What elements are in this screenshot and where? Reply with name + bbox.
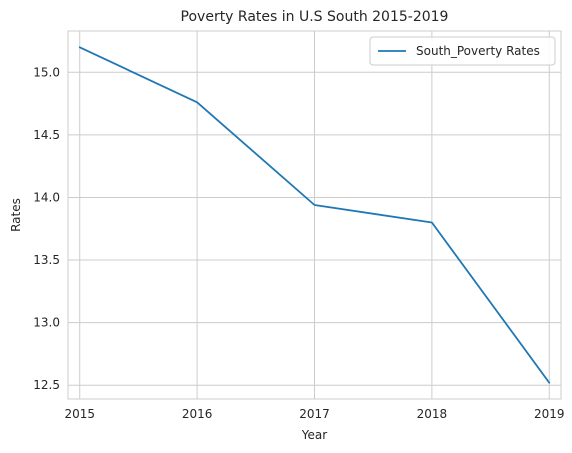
x-tick-label: 2015	[64, 407, 95, 421]
x-tick-label: 2016	[182, 407, 213, 421]
x-tick-label: 2017	[299, 407, 330, 421]
y-tick-label: 15.0	[33, 65, 60, 79]
chart-title: Poverty Rates in U.S South 2015-2019	[181, 9, 449, 25]
x-tick-label: 2018	[417, 407, 448, 421]
series-line	[78, 46, 551, 384]
y-axis-label: Rates	[9, 198, 23, 232]
legend-label: South_Poverty Rates	[416, 44, 540, 58]
legend-box	[369, 36, 556, 66]
y-tick-labels: 12.5 13.0 13.5 14.0 14.5 15.0	[33, 65, 60, 392]
series-layer	[78, 46, 551, 384]
y-tick-label: 13.0	[33, 316, 60, 330]
y-tick-label: 14.5	[33, 128, 60, 142]
x-tick-label: 2019	[534, 407, 565, 421]
x-axis-label: Year	[301, 428, 327, 442]
y-tick-label: 14.0	[33, 190, 60, 204]
plot-frame	[67, 30, 562, 400]
y-tick-label: 12.5	[33, 378, 60, 392]
legend: South_Poverty Rates	[369, 36, 556, 66]
grid	[68, 31, 561, 399]
y-tick-label: 13.5	[33, 253, 60, 267]
x-tick-labels: 2015 2016 2017 2018 2019	[64, 407, 564, 421]
